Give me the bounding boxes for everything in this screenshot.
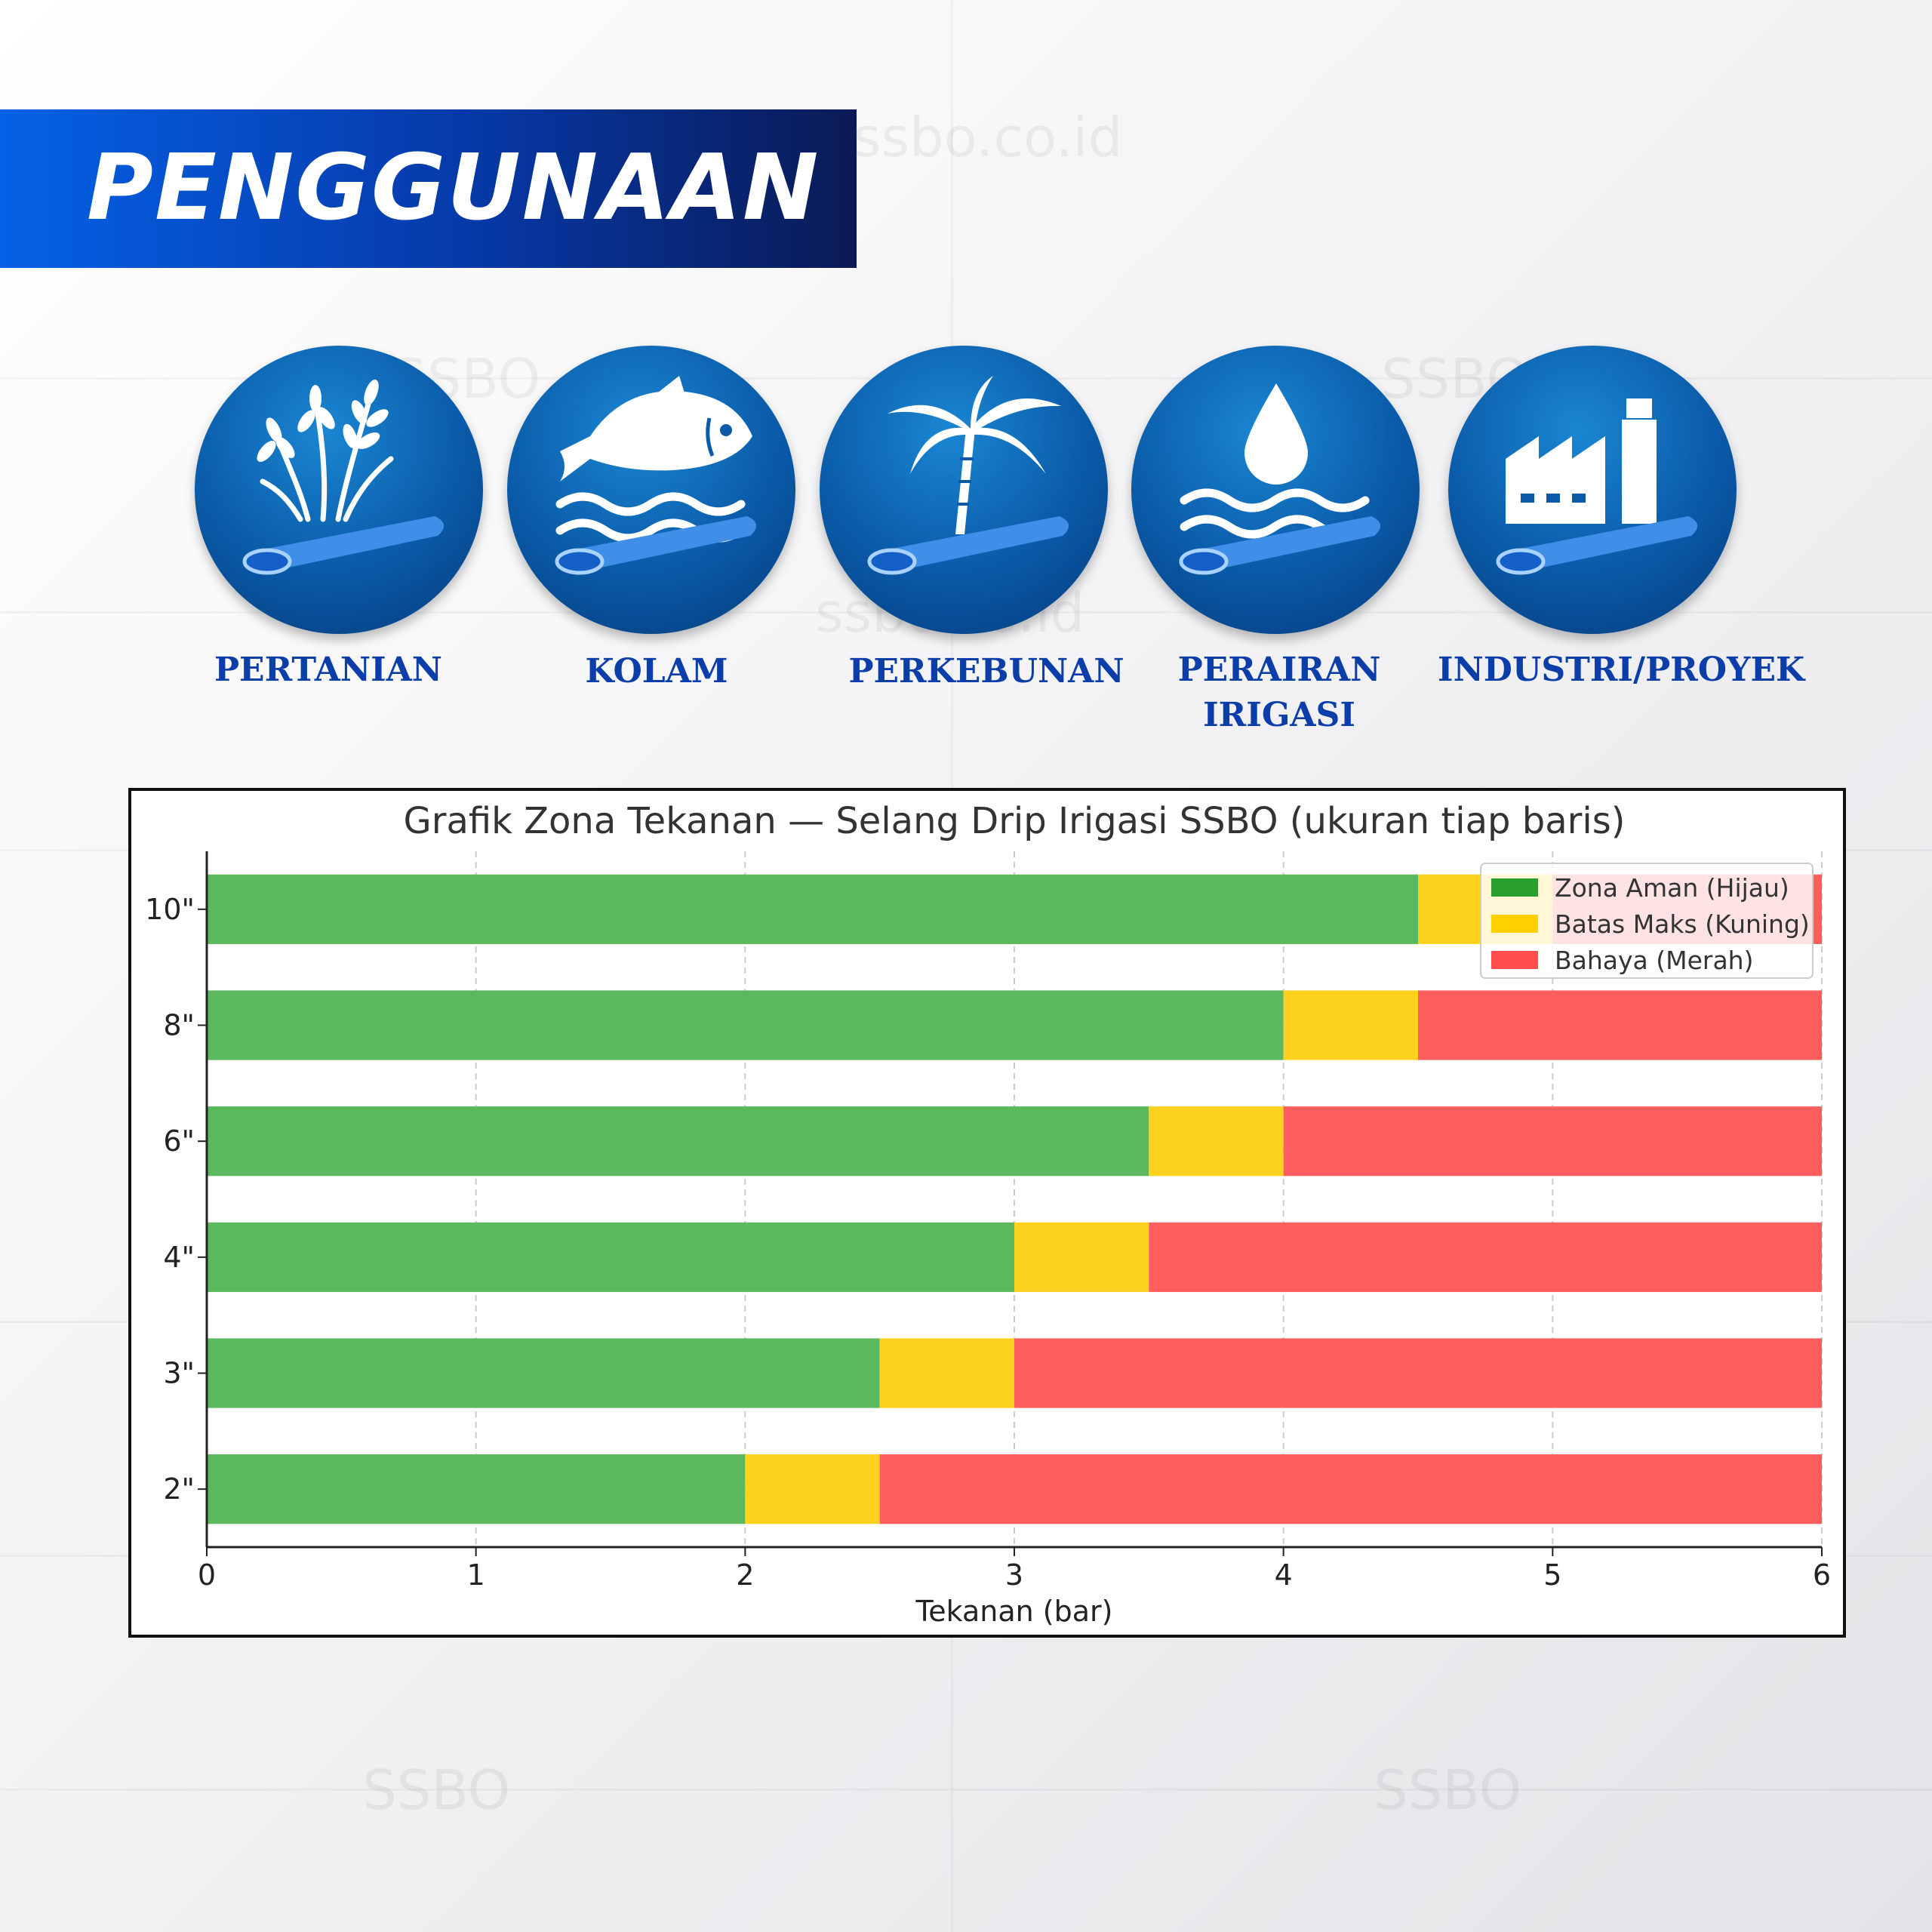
y-tick-label: 6" xyxy=(163,1124,195,1158)
page-title: PENGGUNAAN xyxy=(87,136,820,241)
y-tick-label: 2" xyxy=(163,1472,195,1506)
bar-segment xyxy=(879,1454,1822,1524)
legend-swatch xyxy=(1491,878,1538,897)
bar-segment xyxy=(207,874,1418,944)
legend-label: Bahaya (Merah) xyxy=(1555,946,1753,975)
bar-segment xyxy=(1014,1222,1149,1292)
bar-segment xyxy=(207,1338,880,1408)
water-drop-icon xyxy=(1131,346,1420,634)
category-label-kolam: KOLAM xyxy=(585,652,728,691)
bar-segment xyxy=(207,1222,1014,1292)
watermark-brand-text: SSBO xyxy=(362,1758,511,1822)
x-tick-label: 6 xyxy=(1813,1558,1831,1592)
bar-segment xyxy=(207,1454,746,1524)
category-label-line: IRIGASI xyxy=(1203,696,1355,734)
legend-label: Zona Aman (Hijau) xyxy=(1555,873,1789,903)
bar-segment xyxy=(207,1106,1149,1177)
legend-label: Batas Maks (Kuning) xyxy=(1555,909,1810,939)
watermark-site-text: ssbo.co.id xyxy=(853,106,1123,169)
y-tick-label: 3" xyxy=(163,1357,195,1390)
bar-segment xyxy=(1149,1106,1284,1177)
x-tick-label: 3 xyxy=(1005,1558,1023,1592)
legend-swatch xyxy=(1491,915,1538,933)
bar-segment xyxy=(1014,1338,1822,1408)
x-tick-label: 0 xyxy=(198,1558,216,1592)
x-axis-label: Tekanan (bar) xyxy=(915,1595,1113,1628)
x-tick-label: 4 xyxy=(1275,1558,1293,1592)
y-tick-label: 4" xyxy=(163,1241,195,1274)
factory-icon xyxy=(1448,346,1737,634)
category-label-perairan-irigasi: PERAIRAN IRIGASI xyxy=(1124,648,1434,738)
x-tick-label: 1 xyxy=(467,1558,485,1592)
y-tick-label: 8" xyxy=(163,1009,195,1042)
bar-segment xyxy=(207,990,1284,1060)
x-tick-label: 2 xyxy=(736,1558,754,1592)
x-tick-label: 5 xyxy=(1543,1558,1561,1592)
chart-title: Grafik Zona Tekanan — Selang Drip Irigas… xyxy=(404,800,1626,842)
category-label-pertanian: PERTANIAN xyxy=(214,651,443,689)
bar-segment xyxy=(879,1338,1014,1408)
palm-tree-icon xyxy=(820,346,1108,634)
bar-segment xyxy=(1283,990,1418,1060)
bar-segment xyxy=(1418,990,1822,1060)
watermark-brand-text: SSBO xyxy=(1374,1758,1522,1822)
header-banner: PENGGUNAAN xyxy=(0,109,857,268)
category-label-industri-proyek: INDUSTRI/PROYEK xyxy=(1438,651,1805,689)
category-label-perkebunan: PERKEBUNAN xyxy=(848,652,1124,691)
legend-box xyxy=(1480,863,1814,979)
chart-canvas: Grafik Zona Tekanan — Selang Drip Irigas… xyxy=(145,800,1831,1628)
bar-segment xyxy=(1283,1106,1822,1177)
bar-segment xyxy=(745,1454,880,1524)
rice-plant-icon xyxy=(195,346,483,634)
legend-swatch xyxy=(1491,951,1538,969)
y-tick-label: 10" xyxy=(145,893,195,926)
pressure-zone-chart: Grafik Zona Tekanan — Selang Drip Irigas… xyxy=(128,788,1846,1638)
category-label-line: PERAIRAN xyxy=(1177,651,1381,689)
fish-icon xyxy=(507,346,795,634)
bar-segment xyxy=(1149,1222,1822,1292)
